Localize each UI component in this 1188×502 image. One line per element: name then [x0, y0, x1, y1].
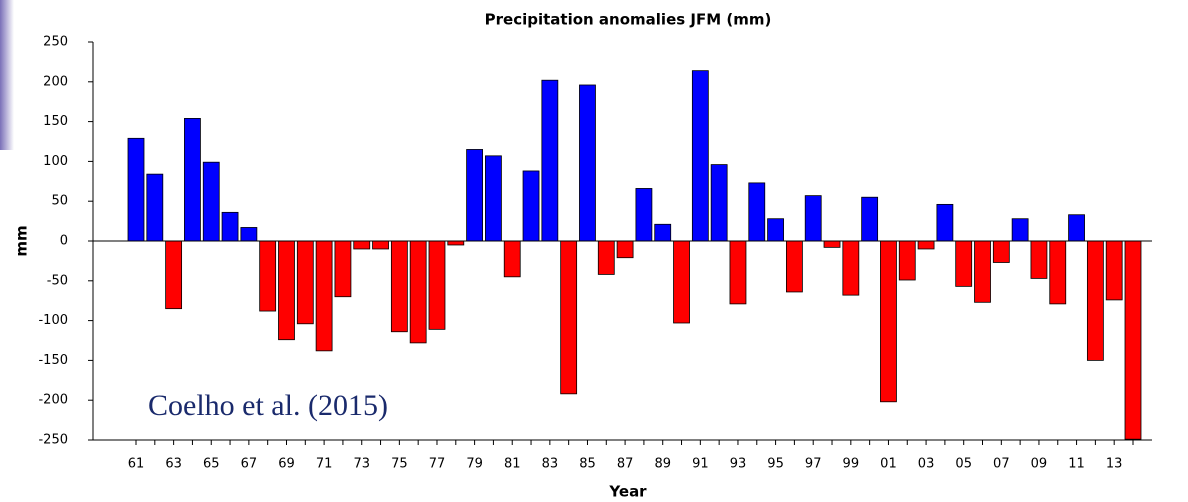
- y-tick-label: 150: [43, 114, 68, 129]
- bar: [691, 70, 709, 242]
- bar: [955, 240, 973, 287]
- x-tick-label: 01: [880, 457, 897, 472]
- x-tick-label: 71: [316, 457, 333, 472]
- bar: [127, 137, 145, 242]
- bar: [635, 188, 653, 242]
- bar: [315, 240, 333, 352]
- x-tick-label: 67: [241, 457, 258, 472]
- bar: [296, 240, 314, 325]
- y-tick-label: -250: [38, 433, 68, 448]
- y-tick-label: 0: [60, 234, 68, 249]
- bar: [259, 240, 277, 312]
- chart-title: Precipitation anomalies JFM (mm): [485, 11, 772, 29]
- x-tick-label: 73: [353, 457, 370, 472]
- bar: [898, 240, 916, 281]
- bar: [1030, 240, 1048, 279]
- bar: [861, 196, 879, 242]
- x-tick-label: 87: [617, 457, 634, 472]
- bar: [146, 173, 164, 242]
- bar: [560, 240, 578, 395]
- annotation: Coelho et al. (2015): [148, 389, 388, 422]
- bar: [184, 118, 201, 242]
- bar: [503, 240, 521, 278]
- bar: [917, 240, 935, 250]
- x-tick-label: 93: [730, 457, 747, 472]
- x-tick-label: 77: [429, 457, 446, 472]
- bar: [579, 84, 596, 242]
- y-tick-label: 200: [43, 74, 68, 89]
- x-tick-label: 91: [692, 457, 709, 472]
- bar: [710, 164, 728, 242]
- bar: [974, 240, 991, 303]
- bar: [447, 240, 465, 246]
- bar: [1086, 240, 1104, 361]
- x-tick-label: 69: [278, 457, 295, 472]
- bar: [485, 155, 502, 242]
- x-tick-label: 05: [955, 457, 972, 472]
- bar: [767, 218, 784, 242]
- x-tick-label: 63: [165, 457, 182, 472]
- x-axis-label: Year: [608, 483, 647, 501]
- edge-decoration: [0, 0, 14, 150]
- x-tick-label: 99: [843, 457, 860, 472]
- y-tick-label: 100: [43, 154, 68, 169]
- y-tick-label: -200: [38, 393, 68, 408]
- bar: [372, 240, 389, 250]
- bar: [541, 79, 559, 242]
- bar: [823, 240, 841, 248]
- bar: [936, 203, 954, 242]
- bar: [992, 240, 1010, 263]
- y-axis-label: mm: [13, 225, 31, 256]
- bar: [842, 240, 860, 296]
- x-tick-label: 09: [1031, 457, 1048, 472]
- x-tick-label: 97: [805, 457, 822, 472]
- bar: [353, 240, 371, 250]
- bar: [804, 195, 822, 242]
- bar: [390, 240, 408, 333]
- bar: [1124, 240, 1142, 440]
- x-tick-label: 83: [542, 457, 559, 472]
- bar: [221, 211, 239, 242]
- bar: [165, 240, 183, 310]
- bar: [880, 240, 897, 403]
- x-tick-label: 89: [654, 457, 671, 472]
- bar: [1105, 240, 1123, 301]
- y-tick-label: 50: [51, 194, 68, 209]
- bar: [597, 240, 615, 275]
- x-tick-label: 85: [579, 457, 596, 472]
- x-tick-label: 79: [466, 457, 483, 472]
- bar: [616, 240, 634, 259]
- y-tick-label: -150: [38, 353, 68, 368]
- bar: [202, 161, 220, 242]
- x-tick-label: 75: [391, 457, 408, 472]
- y-tick-label: 250: [43, 35, 68, 50]
- bar: [1068, 214, 1085, 242]
- bar: [334, 240, 352, 298]
- bar: [240, 227, 258, 242]
- x-tick-label: 81: [504, 457, 521, 472]
- bar: [409, 240, 427, 344]
- bar: [1011, 218, 1029, 242]
- bar: [428, 240, 446, 330]
- bar: [1049, 240, 1067, 305]
- bar: [785, 240, 803, 293]
- bar: [278, 240, 295, 341]
- bar: [748, 182, 766, 242]
- bar: [522, 170, 540, 242]
- x-tick-label: 07: [993, 457, 1010, 472]
- bar: [729, 240, 747, 305]
- x-tick-label: 03: [918, 457, 935, 472]
- y-tick-label: -100: [38, 313, 68, 328]
- x-tick-label: 61: [128, 457, 145, 472]
- bar: [673, 240, 690, 324]
- x-tick-label: 11: [1068, 457, 1085, 472]
- bar: [466, 149, 484, 242]
- y-tick-label: -50: [47, 273, 68, 288]
- x-tick-label: 95: [767, 457, 784, 472]
- x-tick-label: 65: [203, 457, 220, 472]
- bar: [654, 223, 672, 242]
- x-tick-label: 13: [1106, 457, 1123, 472]
